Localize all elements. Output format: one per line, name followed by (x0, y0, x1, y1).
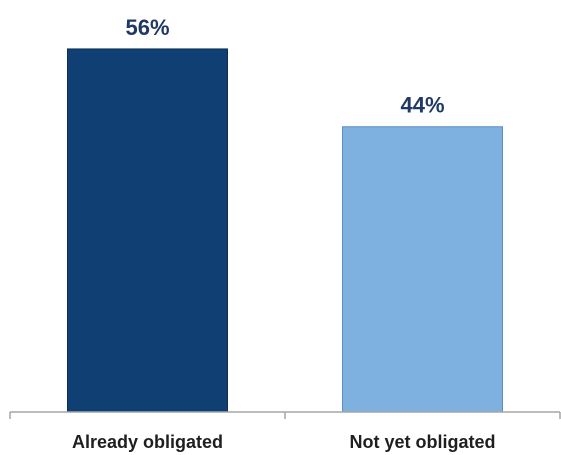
bars-layer (67, 48, 503, 413)
bar-not-yet-obligated (342, 126, 503, 413)
x-axis-tick-labels: Already obligated Not yet obligated (72, 432, 496, 452)
x-tick-label-already-obligated: Already obligated (72, 432, 223, 452)
data-label-already-obligated: 56% (125, 15, 169, 40)
x-tick-label-not-yet-obligated: Not yet obligated (349, 432, 495, 452)
x-axis-ticks (9, 412, 561, 419)
data-labels-layer: 56% 44% (125, 15, 444, 118)
bar-already-obligated (67, 48, 228, 413)
data-label-not-yet-obligated: 44% (400, 93, 444, 118)
